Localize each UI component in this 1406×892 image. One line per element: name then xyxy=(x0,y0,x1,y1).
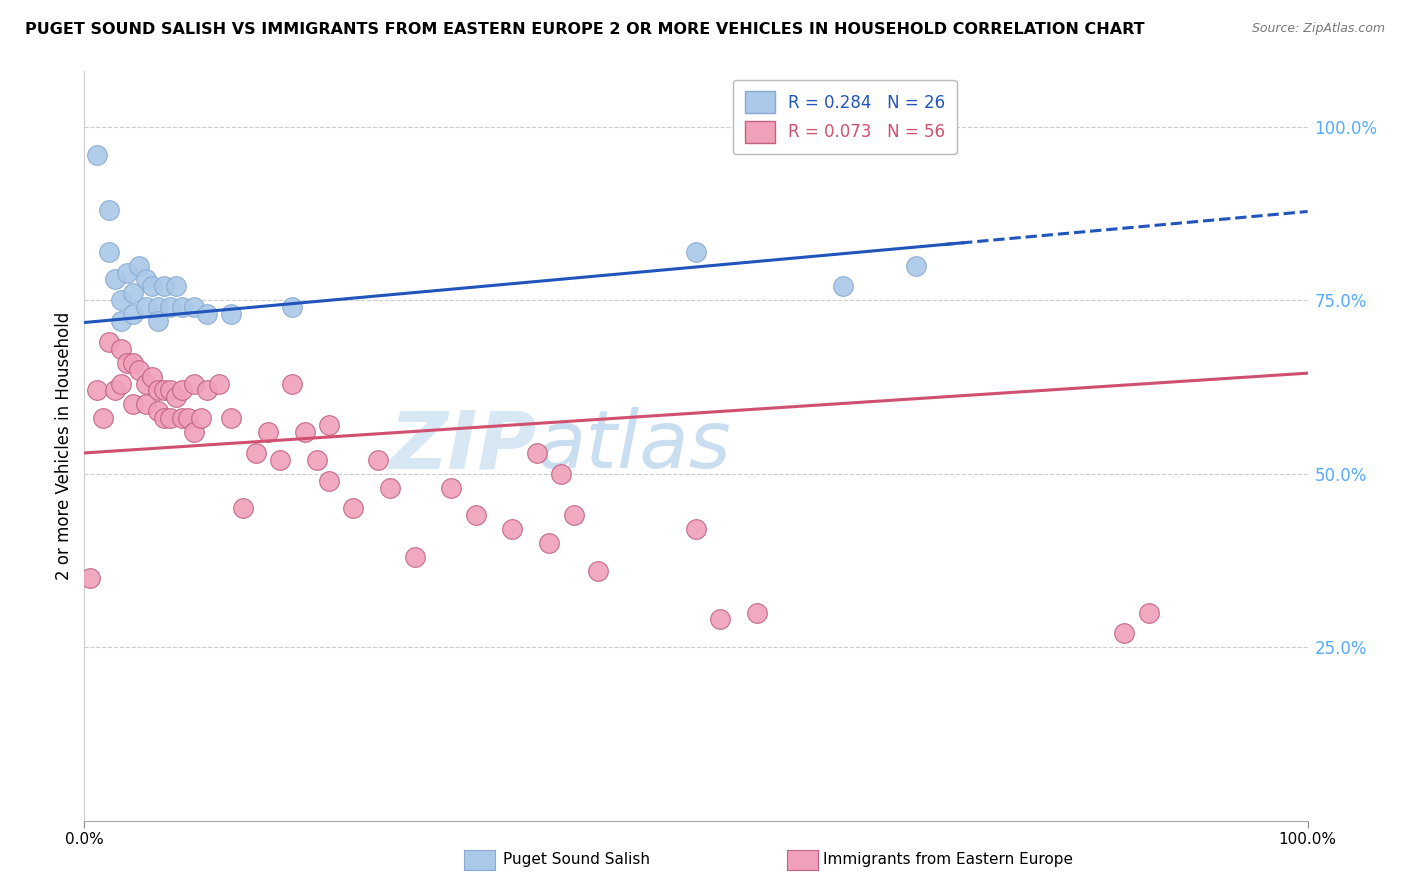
Legend: R = 0.284   N = 26, R = 0.073   N = 56: R = 0.284 N = 26, R = 0.073 N = 56 xyxy=(733,79,956,154)
Point xyxy=(141,279,163,293)
Point xyxy=(97,334,120,349)
Point xyxy=(97,244,120,259)
Point xyxy=(219,411,242,425)
Point xyxy=(177,411,200,425)
Point xyxy=(709,612,731,626)
Point xyxy=(586,564,609,578)
Point xyxy=(440,481,463,495)
Point xyxy=(195,384,218,398)
Text: atlas: atlas xyxy=(537,407,731,485)
Point xyxy=(146,404,169,418)
Point xyxy=(905,259,928,273)
Point xyxy=(1137,606,1160,620)
Point xyxy=(257,425,280,439)
Point xyxy=(97,203,120,218)
Point xyxy=(135,397,157,411)
Point xyxy=(172,384,194,398)
Point xyxy=(245,446,267,460)
Point xyxy=(135,272,157,286)
Point xyxy=(104,272,127,286)
Point xyxy=(122,356,145,370)
Point xyxy=(232,501,254,516)
Point xyxy=(135,376,157,391)
Point xyxy=(146,384,169,398)
Point xyxy=(104,384,127,398)
Point xyxy=(115,266,138,280)
Point xyxy=(562,508,585,523)
Point xyxy=(380,481,402,495)
Point xyxy=(159,300,181,314)
Text: Immigrants from Eastern Europe: Immigrants from Eastern Europe xyxy=(823,853,1073,867)
Point xyxy=(115,356,138,370)
Point xyxy=(685,522,707,536)
Point xyxy=(526,446,548,460)
Point xyxy=(172,300,194,314)
Text: Puget Sound Salish: Puget Sound Salish xyxy=(503,853,651,867)
Point xyxy=(550,467,572,481)
Point xyxy=(91,411,114,425)
Point xyxy=(208,376,231,391)
Point xyxy=(128,362,150,376)
Point xyxy=(165,279,187,293)
Point xyxy=(79,571,101,585)
Point xyxy=(128,259,150,273)
Point xyxy=(464,508,486,523)
Point xyxy=(165,391,187,405)
Point xyxy=(141,369,163,384)
Point xyxy=(685,244,707,259)
Point xyxy=(190,411,212,425)
Point xyxy=(747,606,769,620)
Point xyxy=(122,307,145,321)
Point xyxy=(281,376,304,391)
Point xyxy=(183,376,205,391)
Point xyxy=(86,384,108,398)
Point xyxy=(159,384,181,398)
Point xyxy=(172,411,194,425)
Point xyxy=(122,397,145,411)
Point xyxy=(404,549,426,564)
Point xyxy=(318,474,340,488)
Point xyxy=(153,411,176,425)
Point xyxy=(342,501,364,516)
Point xyxy=(305,453,328,467)
Text: PUGET SOUND SALISH VS IMMIGRANTS FROM EASTERN EUROPE 2 OR MORE VEHICLES IN HOUSE: PUGET SOUND SALISH VS IMMIGRANTS FROM EA… xyxy=(25,22,1144,37)
Point xyxy=(159,411,181,425)
Point xyxy=(146,300,169,314)
Point xyxy=(122,286,145,301)
Text: Source: ZipAtlas.com: Source: ZipAtlas.com xyxy=(1251,22,1385,36)
Point xyxy=(110,342,132,356)
Point xyxy=(110,314,132,328)
Point xyxy=(294,425,316,439)
Y-axis label: 2 or more Vehicles in Household: 2 or more Vehicles in Household xyxy=(55,312,73,580)
Point xyxy=(1114,626,1136,640)
Point xyxy=(110,376,132,391)
Point xyxy=(146,314,169,328)
Point xyxy=(219,307,242,321)
Point xyxy=(538,536,561,550)
Point xyxy=(183,300,205,314)
Point xyxy=(281,300,304,314)
Point xyxy=(318,418,340,433)
Point xyxy=(183,425,205,439)
Point xyxy=(110,293,132,308)
Point xyxy=(269,453,291,467)
Point xyxy=(195,307,218,321)
Point xyxy=(502,522,524,536)
Point xyxy=(153,384,176,398)
Point xyxy=(135,300,157,314)
Point xyxy=(86,147,108,161)
Text: ZIP: ZIP xyxy=(389,407,537,485)
Point xyxy=(153,279,176,293)
Point xyxy=(367,453,389,467)
Point xyxy=(831,279,853,293)
